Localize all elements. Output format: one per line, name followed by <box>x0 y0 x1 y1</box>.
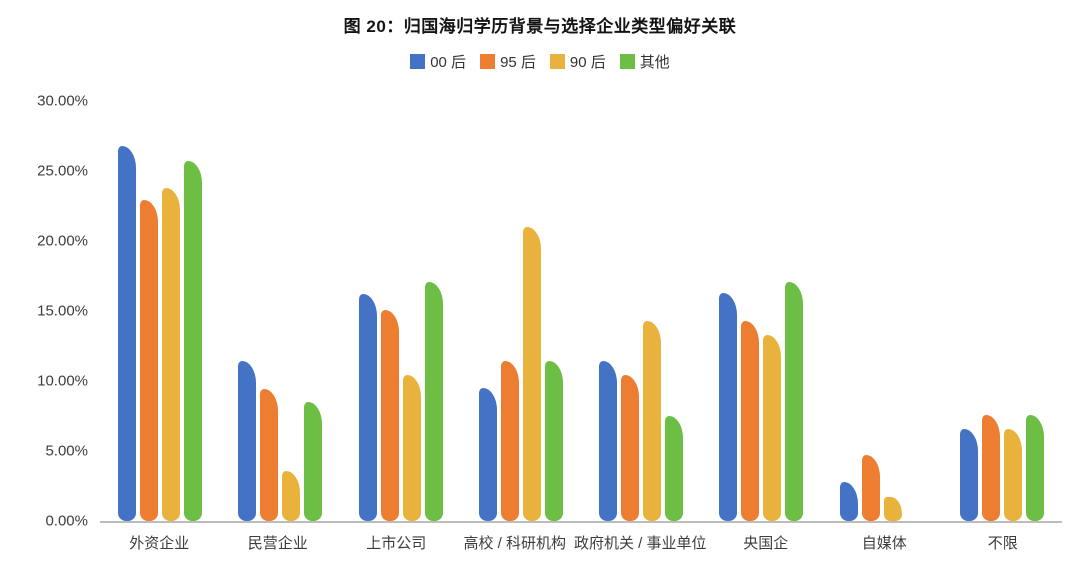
x-axis-label: 民营企业 <box>247 535 308 552</box>
legend-label: 90 后 <box>569 53 606 71</box>
bar <box>238 361 257 521</box>
bar-group <box>701 101 821 521</box>
bar <box>763 334 782 521</box>
bar <box>861 455 880 521</box>
legend-swatch-2 <box>549 53 565 69</box>
bar <box>358 294 377 521</box>
legend-swatch-1 <box>480 53 496 69</box>
y-axis-label: 15.00% <box>37 302 88 320</box>
bar <box>665 416 684 521</box>
legend: 00 后 95 后 90 后 其他 <box>0 51 1080 72</box>
chart-area: 30.00% 25.00% 20.00% 15.00% 10.00% 5.00% 0.00%… <box>0 93 1080 553</box>
bar <box>1003 428 1022 521</box>
bar <box>118 145 137 521</box>
bar <box>140 200 159 521</box>
x-axis-label: 自媒体 <box>861 535 907 552</box>
legend-item: 其他 <box>619 51 670 72</box>
x-axis-label: 不限 <box>987 535 1018 552</box>
y-axis-label: 20.00% <box>37 232 88 250</box>
legend-item: 90 后 <box>549 51 606 72</box>
bar <box>260 389 279 521</box>
bar <box>643 320 662 521</box>
plot-area: 外资企业 民营企业 上市公司 高校 / 科研机构 政府机关 / 事业单位 央国企 自媒体 不限 <box>100 101 1062 553</box>
x-axis-label: 高校 / 科研机构 <box>463 535 566 552</box>
y-axis-label: 10.00% <box>37 372 88 390</box>
bar <box>785 281 804 521</box>
bar-group <box>581 101 701 521</box>
x-axis-label: 政府机关 / 事业单位 <box>574 535 707 552</box>
bar <box>1025 414 1044 521</box>
x-axis-labels: 外资企业 民营企业 上市公司 高校 / 科研机构 政府机关 / 事业单位 央国企 自媒体 不限 <box>100 532 1062 553</box>
y-axis-label: 5.00% <box>45 442 88 460</box>
bar <box>883 497 902 521</box>
bar <box>621 375 640 521</box>
bar <box>544 361 563 521</box>
legend-swatch-0 <box>410 53 426 69</box>
bar <box>304 402 323 521</box>
bar <box>162 187 181 521</box>
bar-group <box>220 101 340 521</box>
y-axis-label: 0.00% <box>45 512 88 530</box>
legend-label: 其他 <box>639 53 670 71</box>
bar <box>500 361 519 521</box>
legend-swatch-3 <box>619 53 635 69</box>
bar <box>282 470 301 521</box>
bar <box>478 388 497 521</box>
legend-item: 00 后 <box>410 51 466 72</box>
y-axis-label: 30.00% <box>37 92 88 110</box>
bar <box>741 320 760 521</box>
bar-group <box>341 101 461 521</box>
bar <box>184 161 203 521</box>
x-axis-label: 外资企业 <box>129 535 190 552</box>
legend-label: 00 后 <box>430 53 467 71</box>
bar <box>839 481 858 521</box>
bar <box>380 309 399 521</box>
x-axis-label: 央国企 <box>743 535 789 552</box>
bar-group <box>942 101 1062 521</box>
plot-groups <box>100 101 1062 523</box>
bar <box>424 281 443 521</box>
bar <box>959 428 978 521</box>
bar <box>981 414 1000 521</box>
bar <box>599 361 618 521</box>
bar-group <box>100 101 220 521</box>
x-axis-label: 上市公司 <box>366 535 427 552</box>
bar-group <box>461 101 581 521</box>
bar <box>522 227 541 521</box>
chart-title: 图 20：归国海归学历背景与选择企业类型偏好关联 <box>343 17 737 36</box>
y-axis: 30.00% 25.00% 20.00% 15.00% 10.00% 5.00% 0.00% <box>0 93 88 530</box>
bar-group <box>822 101 942 521</box>
y-axis-label: 25.00% <box>37 162 88 180</box>
bar <box>719 292 738 521</box>
legend-label: 95 后 <box>500 53 536 71</box>
legend-item: 95 后 <box>480 51 536 72</box>
bar <box>402 375 421 521</box>
